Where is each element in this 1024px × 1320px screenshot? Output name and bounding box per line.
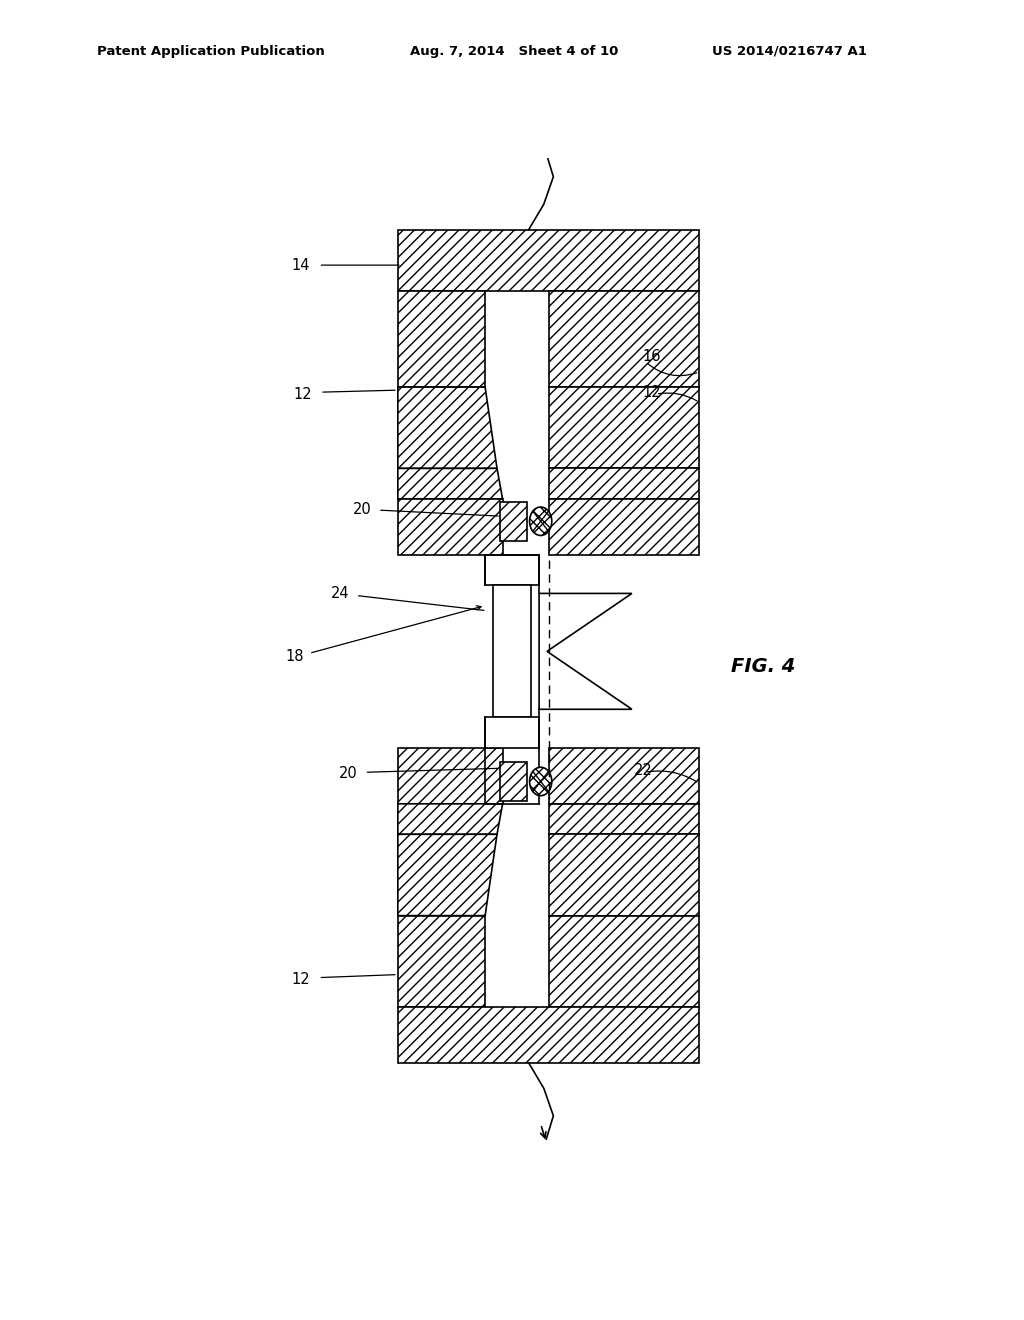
Polygon shape xyxy=(397,469,503,499)
Polygon shape xyxy=(397,230,699,290)
Text: 16: 16 xyxy=(642,348,660,364)
Text: 12: 12 xyxy=(642,384,660,400)
Polygon shape xyxy=(397,387,497,469)
Polygon shape xyxy=(549,469,699,499)
Text: 20: 20 xyxy=(339,766,358,781)
Polygon shape xyxy=(397,290,485,387)
Polygon shape xyxy=(549,834,699,916)
Polygon shape xyxy=(397,499,503,554)
Text: US 2014/0216747 A1: US 2014/0216747 A1 xyxy=(712,45,866,58)
Polygon shape xyxy=(500,502,527,541)
Text: 12: 12 xyxy=(293,387,312,401)
Text: 24: 24 xyxy=(332,586,350,601)
Text: 12: 12 xyxy=(292,972,310,987)
Text: Patent Application Publication: Patent Application Publication xyxy=(97,45,325,58)
Polygon shape xyxy=(397,748,503,804)
Polygon shape xyxy=(485,554,539,585)
Polygon shape xyxy=(397,916,485,1007)
Polygon shape xyxy=(485,718,539,748)
Polygon shape xyxy=(397,1007,699,1063)
Polygon shape xyxy=(500,762,527,801)
Polygon shape xyxy=(549,804,699,834)
Circle shape xyxy=(529,767,552,796)
Polygon shape xyxy=(549,748,699,804)
Circle shape xyxy=(529,507,552,536)
Polygon shape xyxy=(549,387,699,469)
Text: FIG. 4: FIG. 4 xyxy=(731,657,796,676)
Text: 22: 22 xyxy=(634,763,653,777)
Text: 18: 18 xyxy=(286,649,304,664)
Polygon shape xyxy=(539,594,632,709)
Text: 14: 14 xyxy=(292,257,310,273)
Text: 20: 20 xyxy=(352,502,372,516)
Polygon shape xyxy=(549,916,699,1007)
Text: Aug. 7, 2014   Sheet 4 of 10: Aug. 7, 2014 Sheet 4 of 10 xyxy=(410,45,617,58)
Polygon shape xyxy=(549,499,699,554)
Polygon shape xyxy=(397,834,497,916)
Polygon shape xyxy=(397,804,503,834)
Polygon shape xyxy=(549,290,699,387)
Polygon shape xyxy=(494,585,531,718)
